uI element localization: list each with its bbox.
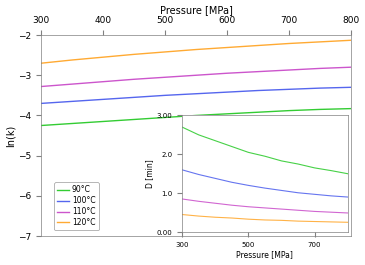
120°C xyxy=(256,44,260,47)
120°C xyxy=(163,50,167,54)
100°C xyxy=(349,86,353,89)
Line: 110°C: 110°C xyxy=(41,67,351,86)
120°C xyxy=(101,56,105,59)
90°C xyxy=(349,107,353,110)
110°C xyxy=(287,68,291,72)
110°C xyxy=(225,72,229,75)
120°C xyxy=(194,48,198,51)
120°C xyxy=(70,58,74,61)
120°C xyxy=(39,61,43,65)
Legend: 90°C, 100°C, 110°C, 120°C: 90°C, 100°C, 110°C, 120°C xyxy=(54,182,99,230)
90°C xyxy=(132,118,137,121)
110°C xyxy=(70,82,74,86)
90°C xyxy=(287,109,291,112)
120°C xyxy=(287,42,291,45)
Line: 100°C: 100°C xyxy=(41,87,351,103)
X-axis label: Pressure [MPa]: Pressure [MPa] xyxy=(160,6,233,16)
120°C xyxy=(132,53,137,56)
120°C xyxy=(318,40,322,43)
Line: 120°C: 120°C xyxy=(41,40,351,63)
110°C xyxy=(163,76,167,79)
100°C xyxy=(39,102,43,105)
90°C xyxy=(225,112,229,116)
110°C xyxy=(39,85,43,88)
100°C xyxy=(287,88,291,91)
110°C xyxy=(132,78,137,81)
110°C xyxy=(318,67,322,70)
100°C xyxy=(318,86,322,90)
120°C xyxy=(349,39,353,42)
110°C xyxy=(256,70,260,73)
90°C xyxy=(256,111,260,114)
90°C xyxy=(39,124,43,127)
120°C xyxy=(225,46,229,49)
Line: 90°C: 90°C xyxy=(41,109,351,126)
100°C xyxy=(194,92,198,95)
90°C xyxy=(163,116,167,119)
100°C xyxy=(256,89,260,92)
Y-axis label: ln(k): ln(k) xyxy=(5,124,16,147)
90°C xyxy=(318,108,322,111)
90°C xyxy=(70,122,74,125)
100°C xyxy=(225,91,229,94)
100°C xyxy=(101,98,105,101)
90°C xyxy=(101,120,105,123)
100°C xyxy=(163,94,167,97)
110°C xyxy=(194,74,198,77)
100°C xyxy=(132,96,137,99)
90°C xyxy=(194,114,198,117)
110°C xyxy=(101,80,105,83)
100°C xyxy=(70,100,74,103)
110°C xyxy=(349,66,353,69)
